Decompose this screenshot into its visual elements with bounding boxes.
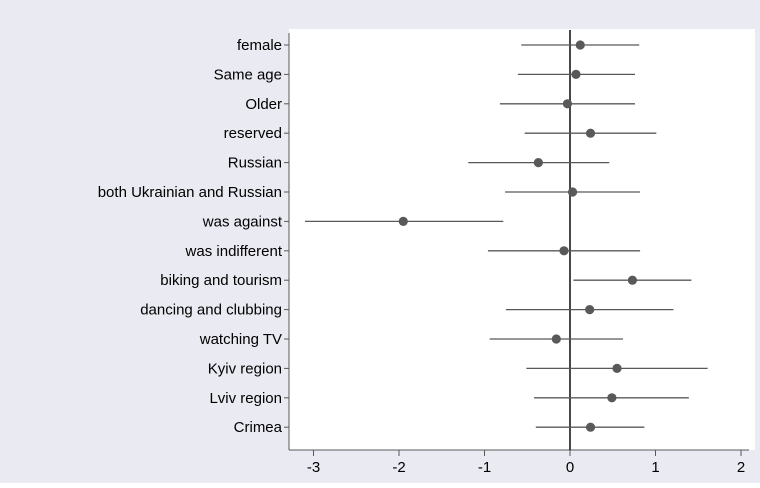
point-estimate <box>627 275 638 285</box>
point-estimate <box>398 216 408 226</box>
x-tick-label: 0 <box>566 459 574 476</box>
point-estimate <box>612 363 622 373</box>
category-label: Same age <box>214 66 282 83</box>
category-label: watching TV <box>199 331 282 348</box>
category-label: Russian <box>228 155 282 172</box>
point-estimate <box>575 40 585 50</box>
point-estimate <box>585 128 596 138</box>
point-estimate <box>567 187 578 197</box>
category-label: was against <box>202 213 283 230</box>
x-tick-label: -2 <box>392 459 405 476</box>
category-label: both Ukrainian and Russian <box>98 184 282 201</box>
point-estimate <box>533 158 543 168</box>
category-label: biking and tourism <box>160 272 282 289</box>
category-label: Lviv region <box>209 390 282 407</box>
category-label: was indifferent <box>185 243 283 260</box>
category-label: reserved <box>224 125 282 142</box>
point-estimate <box>551 334 561 344</box>
point-estimate <box>585 422 596 432</box>
point-estimate <box>571 69 581 79</box>
point-estimate <box>562 99 573 109</box>
x-tick-label: -3 <box>307 459 320 476</box>
point-estimate <box>559 246 569 256</box>
point-estimate <box>585 305 595 315</box>
x-tick-label: 2 <box>737 459 745 476</box>
x-tick-label: 1 <box>651 459 659 476</box>
category-label: Crimea <box>234 419 283 436</box>
category-label: female <box>237 37 282 54</box>
category-label: dancing and clubbing <box>140 302 282 319</box>
category-label: Older <box>245 96 282 113</box>
category-label: Kyiv region <box>208 360 282 377</box>
point-estimate <box>607 393 617 403</box>
x-tick-label: -1 <box>478 459 491 476</box>
plot-area <box>289 29 755 450</box>
